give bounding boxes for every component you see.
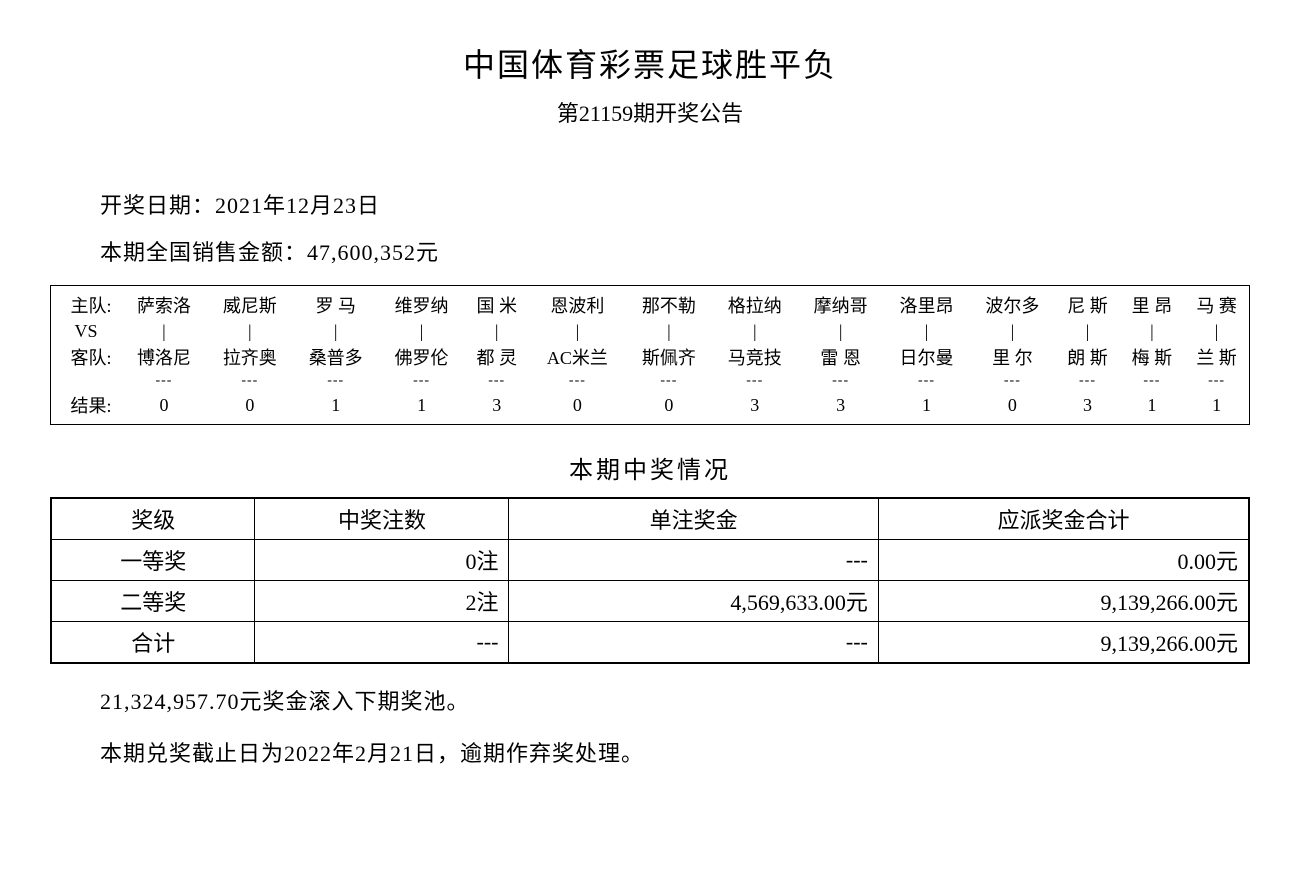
sales-amount: 本期全国销售金额：47,600,352元 [100,235,1250,267]
prize-header-row: 奖级 中奖注数 单注奖金 应派奖金合计 [51,498,1249,540]
home-label: 主队: [51,286,122,325]
result-label: 结果: [51,386,122,425]
col-level: 奖级 [51,498,255,540]
draw-date: 开奖日期：2021年12月23日 [100,188,1250,220]
prize-row: 合计 --- --- 9,139,266.00元 [51,622,1249,664]
result-row: 结果: 0 0 1 1 3 0 0 3 3 1 0 3 1 1 [51,386,1250,425]
away-row: 客队: 博洛尼 拉齐奥 桑普多 佛罗伦 都 灵 AC米兰 斯佩齐 马竞技 雷 恩… [51,338,1250,376]
vs-row: VS | | | | | | | | | | | | | | [51,324,1250,338]
home-row: 主队: 萨索洛 威尼斯 罗 马 维罗纳 国 米 恩波利 那不勒 格拉纳 摩纳哥 … [51,286,1250,325]
prize-table: 奖级 中奖注数 单注奖金 应派奖金合计 一等奖 0注 --- 0.00元 二等奖… [50,497,1250,664]
vs-label: VS [51,324,122,338]
match-table: 主队: 萨索洛 威尼斯 罗 马 维罗纳 国 米 恩波利 那不勒 格拉纳 摩纳哥 … [50,285,1250,425]
rollover-text: 21,324,957.70元奖金滚入下期奖池。 [100,684,1250,716]
prize-heading: 本期中奖情况 [50,450,1250,485]
prize-row: 一等奖 0注 --- 0.00元 [51,540,1249,581]
document-subtitle: 第21159期开奖公告 [50,96,1250,128]
col-unit: 单注奖金 [509,498,878,540]
deadline-text: 本期兑奖截止日为2022年2月21日，逾期作弃奖处理。 [100,736,1250,768]
prize-row: 二等奖 2注 4,569,633.00元 9,139,266.00元 [51,581,1249,622]
document-title: 中国体育彩票足球胜平负 [50,40,1250,86]
dash-row: --- --- --- --- --- --- --- --- --- --- … [51,376,1250,386]
away-label: 客队: [51,338,122,376]
col-count: 中奖注数 [255,498,509,540]
col-total: 应派奖金合计 [878,498,1249,540]
